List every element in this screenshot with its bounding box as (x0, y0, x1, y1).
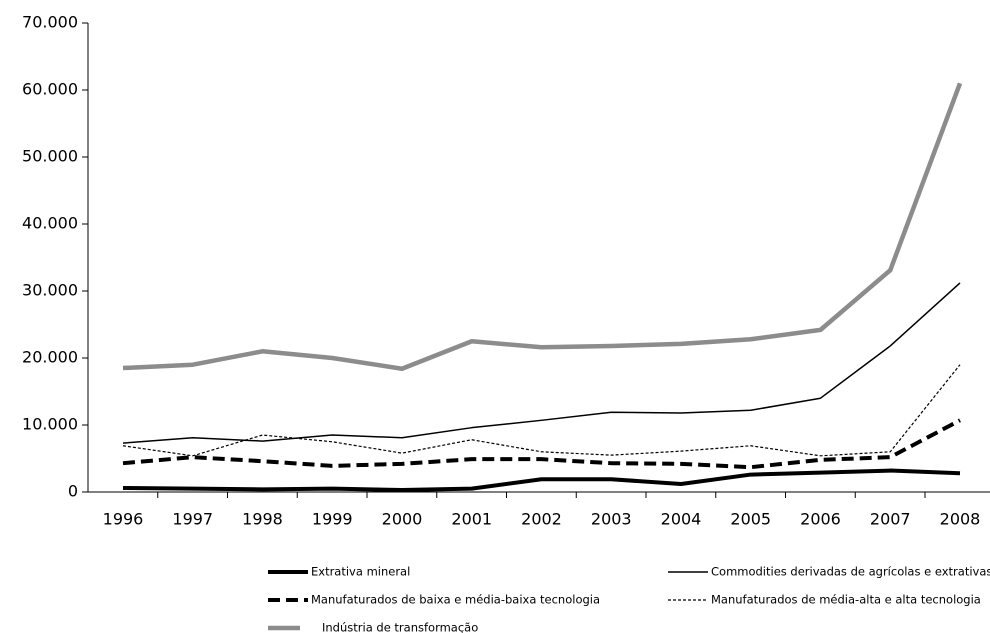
y-tick-label: 20.000 (22, 348, 78, 367)
legend-label: Commodities derivadas de agrícolas e ext… (711, 565, 990, 579)
y-tick-label: 70.000 (22, 13, 78, 32)
x-tick-label: 1997 (172, 510, 213, 529)
series-line (122, 468, 961, 492)
series-line (122, 364, 961, 457)
legend-label: Indústria de transformação (322, 621, 478, 633)
series-line (122, 82, 963, 371)
x-tick-label: 1996 (103, 510, 144, 529)
y-tick-label: 10.000 (22, 415, 78, 434)
x-tick-label: 2004 (661, 510, 702, 529)
x-tick-label: 2007 (870, 510, 911, 529)
series-line (122, 418, 961, 470)
x-tick-label: 1999 (312, 510, 353, 529)
x-tick-label: 2001 (451, 510, 492, 529)
x-tick-label: 2002 (521, 510, 562, 529)
x-tick-label: 1998 (242, 510, 283, 529)
x-tick-label: 2005 (730, 510, 771, 529)
y-tick-label: 30.000 (22, 281, 78, 300)
legend-label: Manufaturados de baixa e média-baixa tec… (311, 593, 600, 607)
y-tick-label: 60.000 (22, 80, 78, 99)
y-tick-label: 0 (68, 482, 78, 501)
y-tick-label: 50.000 (22, 147, 78, 166)
y-tick-label: 40.000 (22, 214, 78, 233)
x-tick-label: 2003 (591, 510, 632, 529)
legend-label: Extrativa mineral (311, 565, 410, 579)
series-line (122, 282, 961, 444)
x-tick-label: 2008 (940, 510, 981, 529)
x-tick-label: 2000 (382, 510, 423, 529)
x-tick-label: 2006 (800, 510, 841, 529)
legend-label: Manufaturados de média-alta e alta tecno… (711, 593, 981, 607)
